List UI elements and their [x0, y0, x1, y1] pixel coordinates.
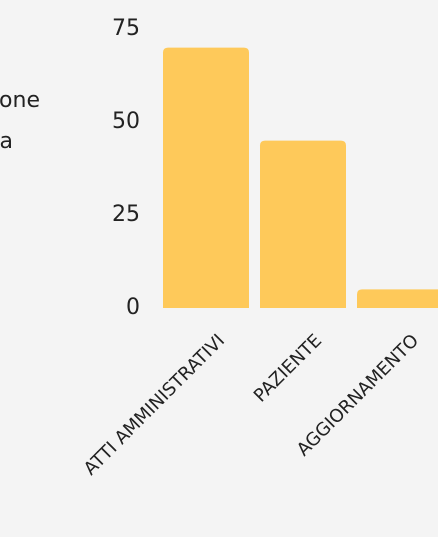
bar [357, 289, 438, 308]
y-tick-label: 25 [112, 202, 140, 227]
bar [260, 140, 346, 308]
y-tick-label: 50 [112, 109, 140, 134]
y-tick-label: 0 [126, 295, 140, 320]
annotation: a [0, 129, 13, 154]
bar [163, 47, 249, 308]
x-tick-label: PAZIENTE [250, 330, 326, 406]
annotation: one [0, 88, 40, 113]
x-tick-label: ATTI AMMINISTRATIVI [80, 330, 229, 479]
y-tick-label: 75 [112, 16, 140, 41]
